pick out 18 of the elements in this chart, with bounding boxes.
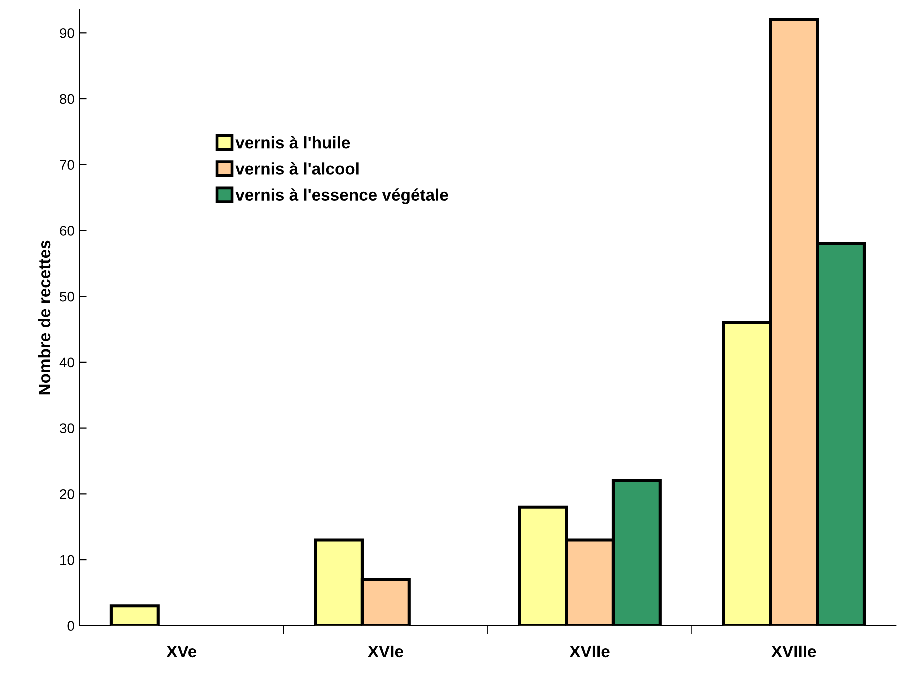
x-tick-label: XVIIe	[570, 646, 610, 658]
y-axis-title: Nombre de recettes	[38, 240, 51, 395]
x-tick-label: XVe	[166, 646, 197, 658]
y-tick-label: 30	[60, 424, 74, 434]
legend-label: vernis à l'essence végétale	[236, 188, 448, 204]
y-tick-label: 70	[60, 160, 74, 170]
y-tick-label: 60	[60, 226, 74, 236]
x-tick-label: XVIe	[368, 646, 404, 658]
legend-label: vernis à l'alcool	[236, 162, 359, 175]
y-tick-label: 90	[60, 28, 74, 38]
y-tick-label: 50	[60, 292, 74, 302]
y-tick-label: 10	[60, 555, 74, 566]
y-tick-label: 40	[60, 358, 74, 368]
legend-label: vernis à l'huile	[236, 136, 350, 149]
y-tick-label: 20	[60, 490, 74, 500]
y-tick-label: 80	[60, 94, 74, 104]
x-tick-label: XVIIIe	[772, 646, 816, 658]
y-tick-label: 0	[68, 621, 74, 632]
